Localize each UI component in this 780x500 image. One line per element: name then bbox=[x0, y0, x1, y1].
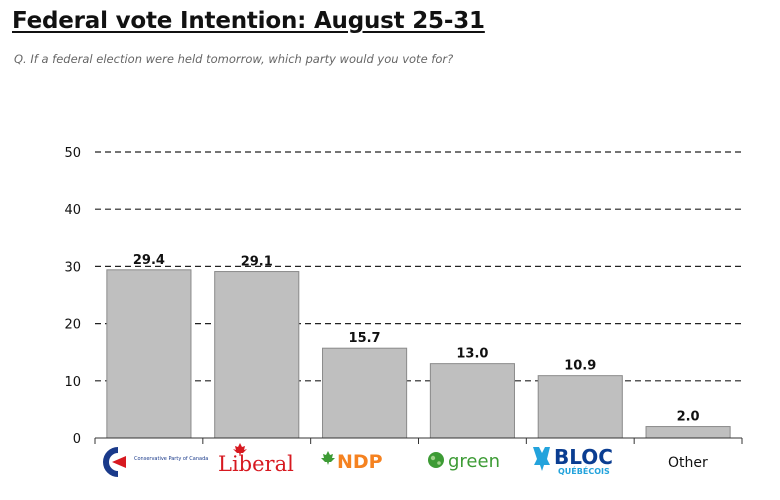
ndp-logo: NDP bbox=[321, 451, 383, 473]
bloc-fleur-icon bbox=[533, 447, 550, 471]
other-label: Other bbox=[668, 455, 708, 471]
bar bbox=[537, 375, 623, 439]
chart-subtitle: Q. If a federal election were held tomor… bbox=[14, 52, 454, 66]
green-globe-icon bbox=[428, 452, 444, 468]
ndp-logo-text: NDP bbox=[337, 451, 383, 473]
y-tick-label: 20 bbox=[64, 318, 81, 333]
other-label-text: Other bbox=[668, 455, 708, 471]
data-label: 29.4 bbox=[133, 253, 165, 268]
green-logo-text: green bbox=[448, 451, 500, 472]
liberal-logo-text: Liberal bbox=[218, 452, 294, 476]
y-tick-label: 30 bbox=[64, 260, 81, 275]
y-tick-label: 40 bbox=[64, 203, 81, 218]
data-label: 10.9 bbox=[564, 359, 596, 374]
liberal-logo: Liberal bbox=[218, 443, 294, 476]
gridlines bbox=[95, 151, 742, 382]
bloc-logo-subtext: QUÉBÉCOIS bbox=[558, 465, 610, 476]
maple-leaf-icon bbox=[233, 443, 247, 455]
chart-title: Federal vote Intention: August 25-31 bbox=[12, 8, 485, 34]
x-axis-ticks bbox=[94, 438, 743, 444]
y-tick-label: 0 bbox=[73, 432, 81, 447]
conservative-logo: Conservative Party of Canada bbox=[103, 447, 208, 477]
data-labels: 29.4 29.1 15.7 13.0 10.9 2.0 bbox=[133, 253, 700, 425]
data-label: 13.0 bbox=[456, 347, 488, 362]
green-logo: green bbox=[428, 451, 500, 472]
ndp-leaf-icon bbox=[321, 451, 335, 465]
bar bbox=[214, 271, 300, 439]
y-tick-label: 50 bbox=[64, 146, 81, 161]
bar bbox=[106, 269, 192, 439]
bar bbox=[322, 347, 408, 439]
bars bbox=[106, 269, 731, 439]
bar bbox=[429, 363, 515, 439]
y-axis-ticks: 0 10 20 30 40 50 bbox=[64, 146, 81, 447]
y-tick-label: 10 bbox=[64, 375, 81, 390]
data-label: 29.1 bbox=[241, 255, 273, 270]
bloc-logo: BLOC QUÉBÉCOIS bbox=[533, 445, 613, 476]
bloc-logo-text: BLOC bbox=[554, 445, 613, 469]
cpc-logo-text: Conservative Party of Canada bbox=[134, 456, 208, 462]
data-label: 15.7 bbox=[349, 331, 381, 346]
data-label: 2.0 bbox=[677, 410, 700, 425]
bar bbox=[645, 426, 731, 439]
cpc-c-logo-icon bbox=[103, 447, 126, 477]
